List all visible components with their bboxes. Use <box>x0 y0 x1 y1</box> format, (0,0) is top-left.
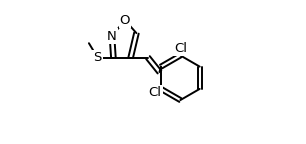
Text: O: O <box>120 14 130 27</box>
Text: Cl: Cl <box>174 42 187 55</box>
Text: N: N <box>107 30 117 42</box>
Text: S: S <box>93 51 102 64</box>
Text: Cl: Cl <box>148 86 162 99</box>
